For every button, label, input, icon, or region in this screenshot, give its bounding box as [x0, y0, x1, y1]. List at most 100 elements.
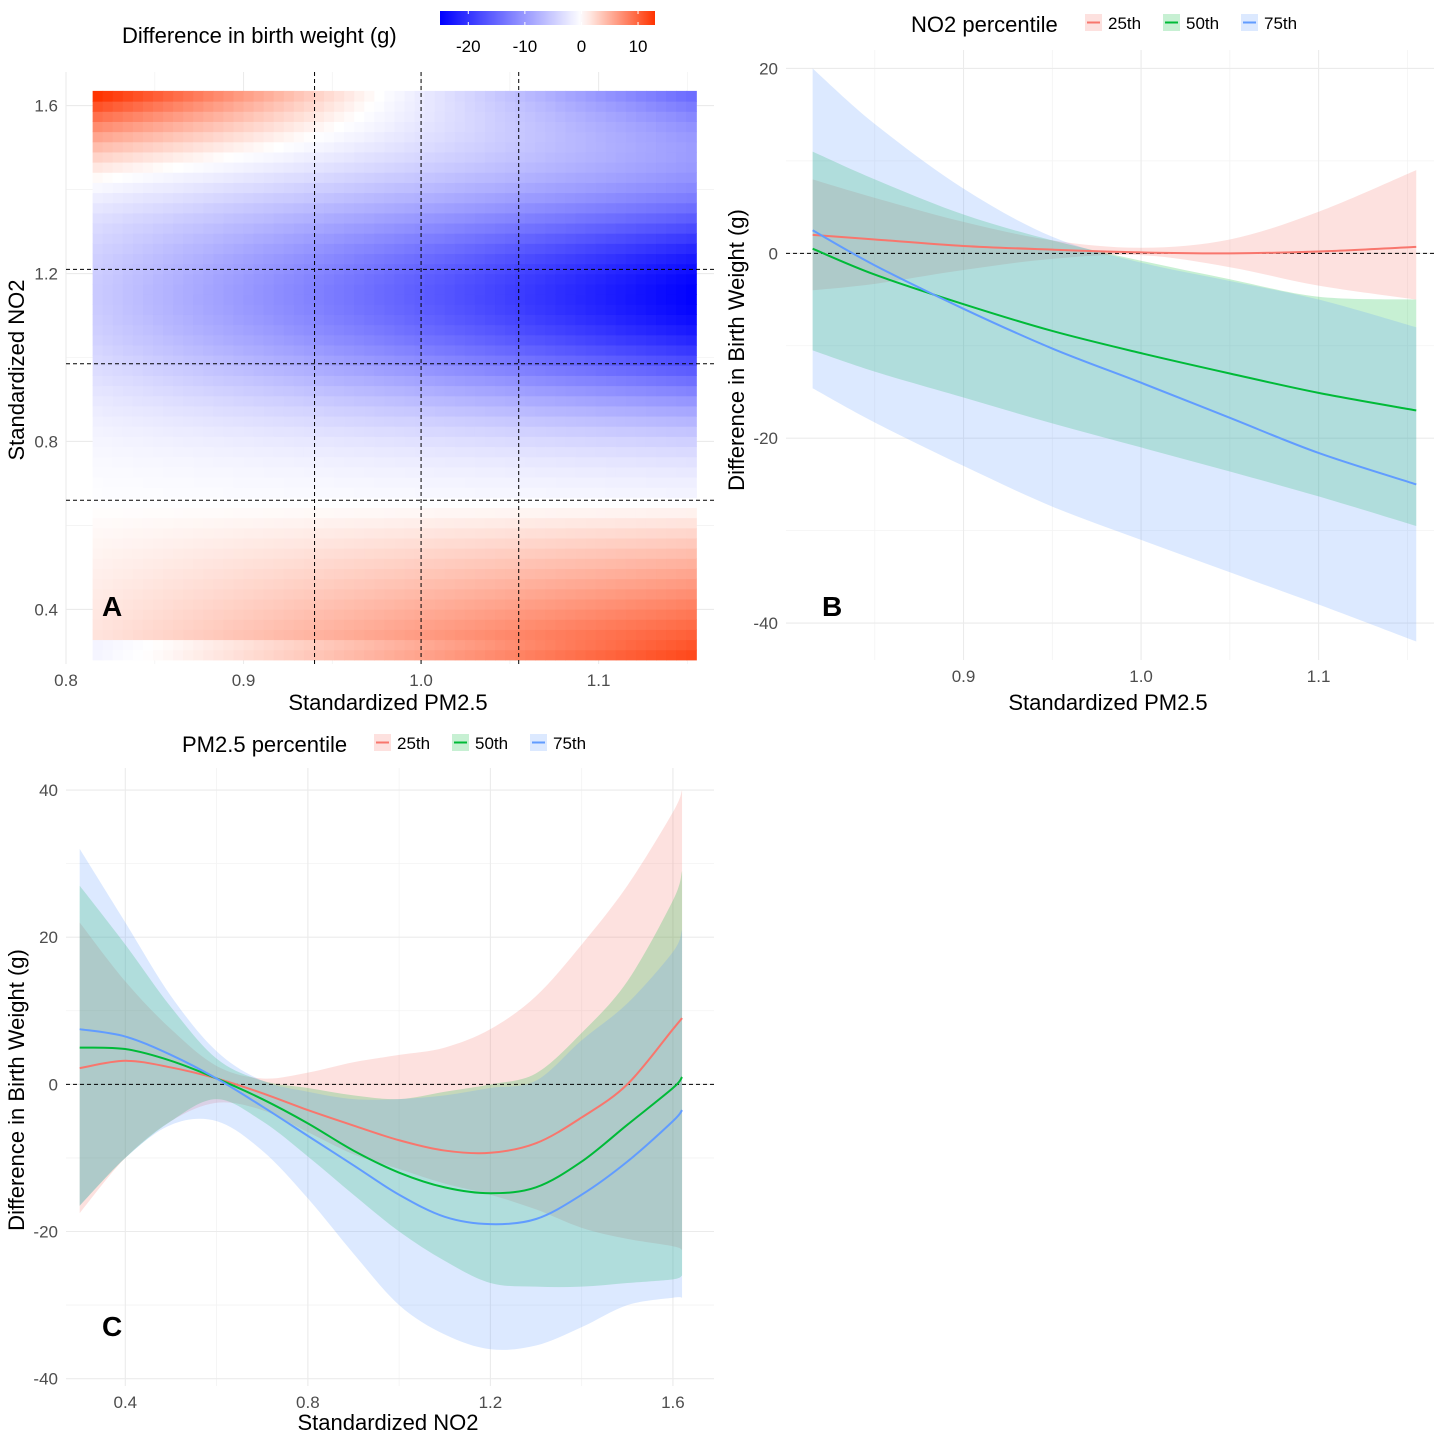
heatmap-cell: [505, 487, 516, 498]
panel-b-y-label: Difference in Birth Weight (g): [724, 209, 749, 491]
panel-a-x-tick-label: 0.8: [54, 671, 78, 690]
heatmap-cell: [334, 436, 345, 448]
heatmap-cell: [484, 324, 496, 336]
heatmap-cell: [102, 598, 114, 610]
heatmap-cell: [384, 598, 396, 610]
heatmap-cell: [364, 507, 375, 519]
heatmap-cell: [394, 111, 406, 122]
heatmap-cell: [535, 304, 546, 315]
heatmap-cell: [444, 162, 456, 173]
heatmap-cell: [635, 405, 647, 417]
heatmap-cell: [132, 558, 144, 569]
heatmap-cell: [364, 649, 375, 661]
heatmap-cell: [515, 365, 526, 376]
heatmap-cell: [364, 314, 375, 326]
heatmap-cell: [555, 588, 567, 600]
heatmap-cell: [283, 487, 295, 498]
heatmap-cell: [112, 375, 124, 387]
heatmap-cell: [666, 243, 677, 255]
panel-a-x-tick-label: 1.1: [587, 671, 611, 690]
heatmap-cell: [163, 385, 174, 397]
heatmap-cell: [666, 192, 677, 204]
panel-c-x-tick-label: 1.6: [661, 1393, 685, 1412]
heatmap-cell: [545, 141, 557, 153]
heatmap-cell: [313, 568, 325, 580]
heatmap-cell: [645, 507, 657, 519]
heatmap-cell: [283, 629, 295, 641]
heatmap-cell: [163, 609, 174, 620]
heatmap-cell: [223, 629, 235, 641]
heatmap-cell: [394, 476, 406, 488]
heatmap-cell: [676, 527, 687, 539]
heatmap-cell: [193, 527, 204, 539]
heatmap-cell: [384, 476, 396, 488]
heatmap-cell: [112, 649, 124, 661]
heatmap-cell: [404, 324, 416, 336]
heatmap-cell: [414, 649, 426, 661]
heatmap-cell: [555, 415, 567, 427]
heatmap-cell: [444, 395, 456, 407]
heatmap-cell: [183, 466, 194, 478]
heatmap-cell: [253, 415, 265, 427]
heatmap-cell: [394, 609, 406, 620]
heatmap-cell: [585, 182, 597, 194]
heatmap-cell: [505, 466, 516, 478]
heatmap-cell: [454, 294, 466, 305]
heatmap-cell: [233, 588, 245, 600]
heatmap-cell: [434, 202, 446, 214]
heatmap-cell: [414, 121, 426, 133]
heatmap-cell: [434, 172, 446, 183]
heatmap-cell: [283, 466, 295, 478]
heatmap-cell: [515, 456, 526, 468]
heatmap-cell: [686, 395, 697, 407]
heatmap-cell: [112, 436, 124, 448]
heatmap-cell: [565, 162, 577, 173]
heatmap-cell: [384, 111, 396, 122]
heatmap-cell: [384, 426, 396, 437]
heatmap-cell: [595, 487, 607, 498]
heatmap-cell: [635, 243, 647, 255]
heatmap-cell: [152, 121, 164, 133]
heatmap-cell: [615, 334, 627, 346]
heatmap-cell: [374, 426, 385, 437]
heatmap-cell: [484, 456, 496, 468]
heatmap-cell: [686, 344, 697, 356]
heatmap-cell: [122, 131, 134, 143]
heatmap-cell: [474, 283, 486, 295]
heatmap-cell: [152, 487, 164, 498]
heatmap-cell: [615, 548, 627, 559]
heatmap-cell: [152, 497, 164, 509]
heatmap-cell: [273, 121, 285, 133]
heatmap-cell: [384, 294, 396, 305]
heatmap-cell: [585, 436, 597, 448]
heatmap-cell: [283, 527, 295, 539]
heatmap-cell: [243, 253, 255, 265]
heatmap-cell: [656, 639, 667, 651]
heatmap-cell: [495, 517, 506, 529]
heatmap-cell: [414, 283, 426, 295]
heatmap-cell: [686, 456, 697, 468]
heatmap-cell: [414, 395, 426, 407]
heatmap-cell: [424, 466, 436, 478]
heatmap-cell: [474, 182, 486, 194]
heatmap-cell: [595, 131, 607, 143]
heatmap-cell: [344, 588, 355, 600]
heatmap-cell: [233, 405, 245, 417]
heatmap-cell: [92, 121, 104, 133]
heatmap-cell: [454, 395, 466, 407]
heatmap-cell: [404, 233, 416, 244]
heatmap-cell: [565, 182, 577, 194]
heatmap-cell: [263, 507, 275, 519]
heatmap-cell: [645, 182, 657, 194]
heatmap-cell: [132, 436, 144, 448]
heatmap-cell: [676, 507, 687, 519]
heatmap-cell: [142, 436, 154, 448]
heatmap-cell: [394, 263, 406, 275]
heatmap-cell: [384, 578, 396, 590]
heatmap-cell: [625, 415, 637, 427]
heatmap-cell: [92, 527, 104, 539]
heatmap-cell: [354, 395, 365, 407]
panel-b-ci-band-25th: [812, 170, 1417, 300]
heatmap-cell: [575, 111, 587, 122]
heatmap-cell: [354, 507, 365, 519]
